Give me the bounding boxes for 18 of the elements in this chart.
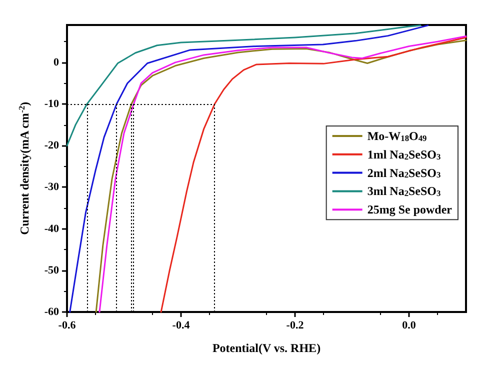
y-tick-label: -50: [44, 264, 60, 276]
x-tick-label: 0.0: [402, 320, 416, 332]
y-tick-label: -60: [44, 306, 60, 318]
y-axis-title: Current density(mA cm-2): [18, 102, 32, 235]
y-tick-label: -40: [44, 222, 60, 235]
x-axis-title: Potential(V vs. RHE): [212, 341, 321, 355]
x-tick-label: -0.2: [286, 320, 304, 332]
legend-label: 3ml Na2SeSO3: [367, 184, 441, 198]
x-tick-label: -0.6: [58, 320, 76, 332]
legend-label: Mo-W18O49: [367, 129, 427, 143]
x-tick-label: -0.4: [172, 320, 190, 332]
y-tick-label: -20: [44, 140, 60, 152]
y-tick-label: -10: [44, 98, 60, 110]
legend-label: 1ml Na2SeSO3: [367, 147, 441, 162]
y-tick-label: 0: [54, 56, 60, 68]
legend-label: 2ml Na2SeSO3: [367, 166, 441, 180]
y-tick-label: -30: [44, 181, 60, 194]
legend-label: 25mg Se powder: [367, 202, 453, 217]
